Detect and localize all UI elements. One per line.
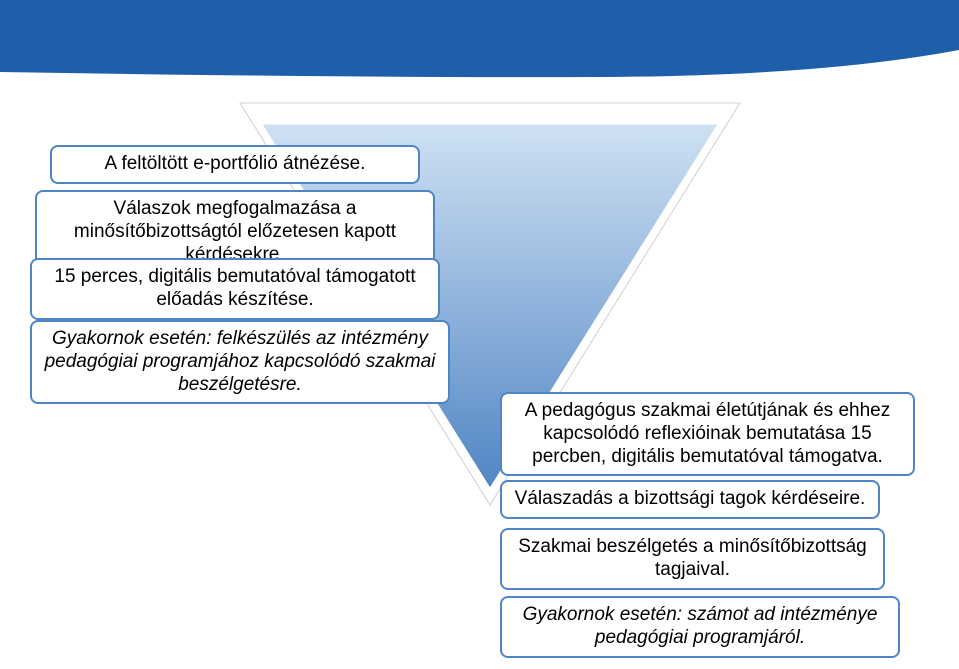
left-info-box: 15 perces, digitális bemutatóval támogat… bbox=[30, 258, 440, 320]
title-banner: AZ E-PORTFÓLIÓ VÉDÉSE bbox=[0, 0, 959, 82]
right-info-box: A pedagógus szakmai életútjának és ehhez… bbox=[500, 392, 915, 476]
page-title: AZ E-PORTFÓLIÓ VÉDÉSE bbox=[24, 8, 495, 50]
left-info-box: Gyakornok esetén: felkészülés az intézmé… bbox=[30, 320, 450, 404]
right-info-box: Válaszadás a bizottsági tagok kérdéseire… bbox=[500, 480, 880, 519]
left-info-box: A feltöltött e-portfólió átnézése. bbox=[50, 145, 420, 184]
right-info-box: Gyakornok esetén: számot ad intézménye p… bbox=[500, 596, 900, 658]
right-info-box: Szakmai beszélgetés a minősítőbizottság … bbox=[500, 528, 885, 590]
